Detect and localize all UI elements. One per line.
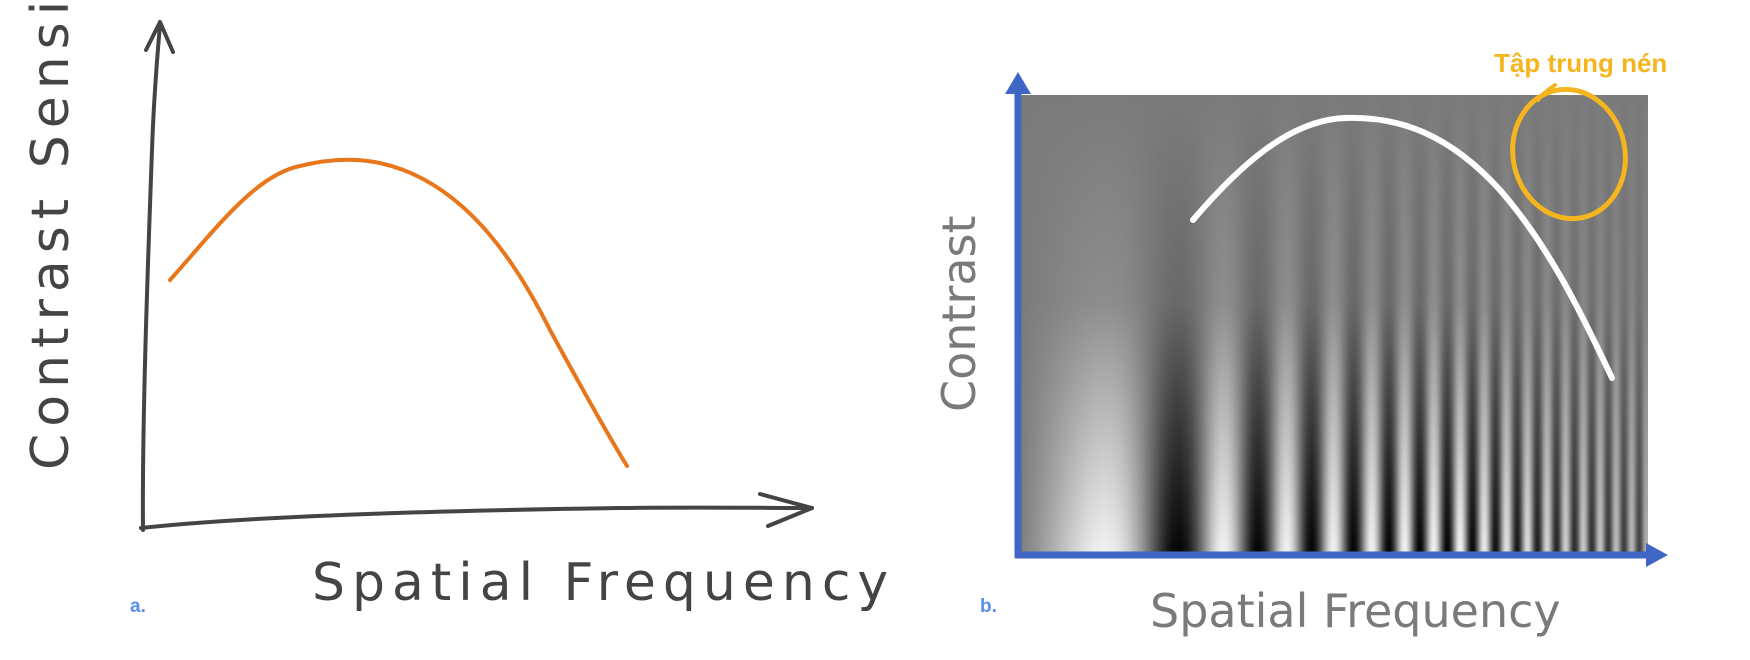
panel-a-letter: a. [130,596,146,617]
compression-focus-circle [1510,86,1628,222]
panel-b-x-arrowhead [1646,543,1668,567]
panel-b-sensitivity-curve [1190,114,1615,381]
panel-a-x-axis [139,505,814,530]
panel-b: Tập trung nén Contrast Spatial Frequency [932,48,1668,638]
panel-a-y-axis [140,22,162,532]
panel-b-y-arrowhead [1005,72,1031,94]
panel-b-y-axis-label: Contrast [932,215,986,412]
panel-a-sensitivity-curve [168,157,629,468]
panel-a-y-axis-label: Contrast Sensitivity [21,0,81,470]
panel-b-letter: b. [980,596,997,617]
panel-a: Contrast Sensitivity Spatial Frequency [21,0,895,613]
grating-frequency-fade [1020,95,1648,557]
panel-a-y-arrowhead [144,20,175,54]
compression-focus-label: Tập trung nén [1494,48,1667,78]
panel-a-x-axis-label: Spatial Frequency [312,553,895,613]
panel-b-x-axis-label: Spatial Frequency [1150,584,1561,638]
compression-focus-pointer [1536,83,1557,102]
panel-a-x-arrowhead [758,492,814,528]
